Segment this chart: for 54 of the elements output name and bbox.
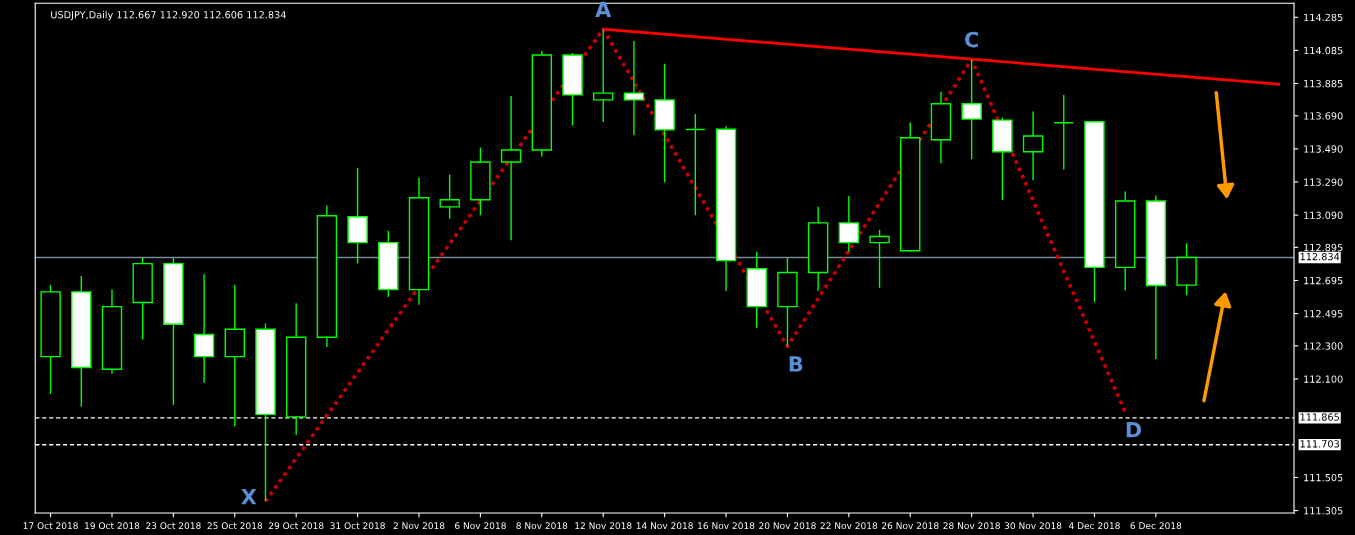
y-tick-label: 113.690 [1304, 112, 1343, 120]
candlestick [439, 173, 460, 220]
y-tick-label: 113.290 [1304, 178, 1343, 186]
y-tick-label: 112.495 [1304, 310, 1343, 318]
x-tick-label: 4 Dec 2018 [1068, 522, 1120, 530]
ref-line-label: 111.865 [1300, 413, 1339, 421]
text: USDJPY,Daily 112.667 112.920 112.606 112.834 [51, 10, 286, 21]
y-tick-label: 113.090 [1304, 211, 1343, 219]
annotation: B [789, 356, 803, 372]
ref-line-label: 111.703 [1300, 440, 1340, 448]
candlestick [685, 113, 706, 216]
y-tick-label: 112.100 [1304, 375, 1343, 383]
annotation: A [595, 1, 612, 17]
candlestick [623, 40, 645, 137]
candlestick [961, 58, 982, 160]
x-tick-label: 17 Oct 2018 [23, 522, 78, 530]
candlestick [193, 273, 215, 384]
y-tick-label: 114.085 [1304, 46, 1343, 55]
x-tick-label: 28 Nov 2018 [943, 522, 1000, 530]
x-tick-label: 31 Oct 2018 [330, 522, 385, 530]
y-tick-label: 112.895 [1304, 243, 1343, 252]
line-series [263, 27, 1127, 504]
annotation: C [965, 31, 978, 48]
x-tick-label: 26 Nov 2018 [882, 522, 939, 530]
y-tick-label: 111.305 [1304, 507, 1343, 515]
candlestick [1022, 110, 1044, 182]
x-tick-label: 12 Nov 2018 [575, 522, 632, 530]
x-tick-label: 25 Oct 2018 [207, 522, 263, 530]
x-tick-label: 6 Dec 2018 [1130, 522, 1182, 530]
x-tick-label: 19 Oct 2018 [85, 522, 140, 530]
candlestick [838, 195, 860, 253]
y-tick-label: 113.885 [1304, 79, 1343, 88]
candlestick [500, 95, 522, 241]
y-tick-label: 113.490 [1304, 145, 1343, 153]
y-tick-label: 114.285 [1304, 13, 1343, 22]
x-tick-label: 16 Nov 2018 [698, 522, 755, 530]
x-tick-label: 14 Nov 2018 [636, 522, 693, 530]
x-tick-label: 22 Nov 2018 [820, 522, 878, 530]
x-tick-label: 8 Nov 2018 [516, 522, 568, 530]
annotation: X [241, 489, 257, 505]
ref-line-label: 112.834 [1300, 252, 1340, 261]
x-tick-label: 29 Oct 2018 [268, 522, 324, 530]
candlestick [869, 228, 890, 289]
x-tick-label: 6 Nov 2018 [455, 522, 506, 530]
candlestick [1053, 94, 1074, 171]
y-tick-label: 111.505 [1304, 473, 1343, 482]
annotation: D [1126, 422, 1142, 438]
x-tick-label: 2 Nov 2018 [393, 522, 445, 530]
y-tick-label: 112.300 [1304, 342, 1343, 350]
x-tick-label: 20 Nov 2018 [759, 522, 816, 530]
x-tick-label: 30 Nov 2018 [1004, 522, 1062, 530]
candlestick [593, 28, 614, 123]
x-tick-label: 23 Oct 2018 [146, 522, 201, 530]
y-tick-label: 112.695 [1304, 276, 1343, 285]
